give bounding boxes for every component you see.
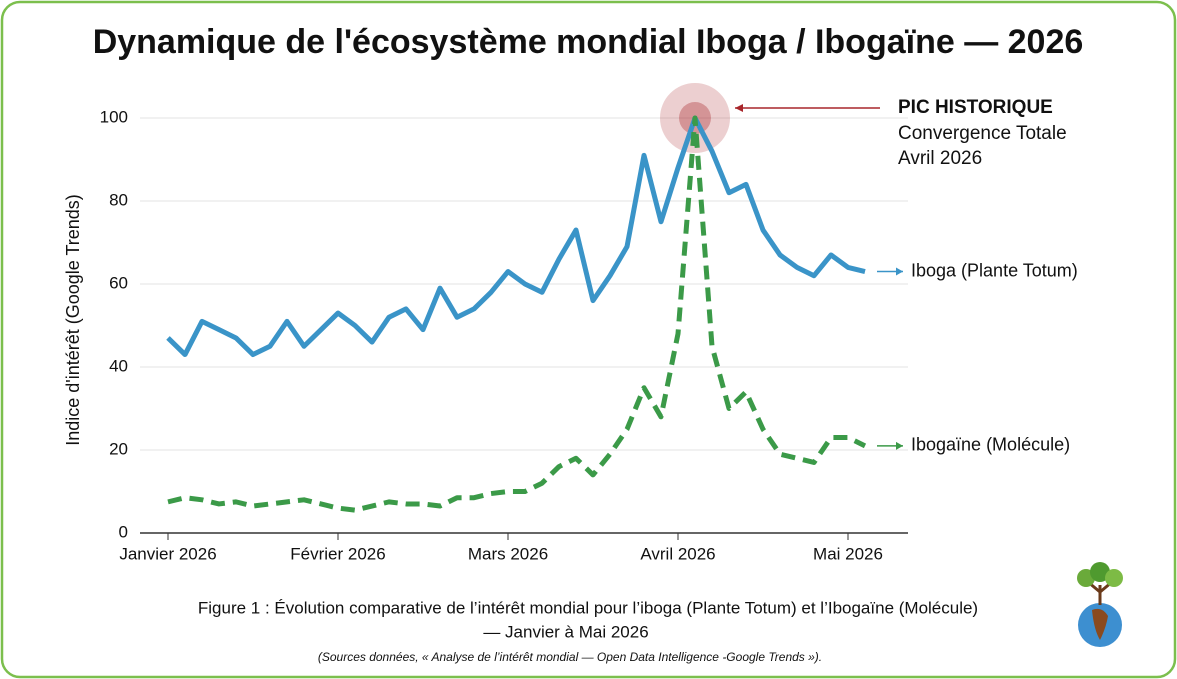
caption-line: Figure 1 : Évolution comparative de l’in… [198, 598, 978, 617]
source: (Sources données, « Analyse de l’intérêt… [318, 650, 822, 664]
annotation-line: Convergence Totale [898, 123, 1067, 144]
page: Dynamique de l'écosystème mondial Iboga … [0, 0, 1177, 679]
x-tick-label: Mars 2026 [468, 544, 548, 563]
y-tick-label: 40 [109, 356, 128, 375]
chart: Dynamique de l'écosystème mondial Iboga … [0, 0, 1177, 679]
y-tick-label: 0 [119, 522, 128, 541]
annotation-title: PIC HISTORIQUE [898, 97, 1053, 118]
y-tick-label: 60 [109, 273, 128, 292]
x-tick-label: Février 2026 [290, 544, 385, 563]
y-axis-label: Indice d'intérêt (Google Trends) [63, 194, 83, 446]
caption-line: — Janvier à Mai 2026 [483, 622, 648, 641]
legend-label: Ibogaïne (Molécule) [911, 435, 1070, 455]
x-tick-label: Avril 2026 [640, 544, 715, 563]
x-tick-label: Janvier 2026 [119, 544, 216, 563]
annotation-line: Avril 2026 [898, 148, 982, 169]
y-tick-label: 20 [109, 439, 128, 458]
x-tick-label: Mai 2026 [813, 544, 883, 563]
y-tick-label: 100 [100, 107, 128, 126]
legend-label: Iboga (Plante Totum) [911, 260, 1078, 280]
chart-title: Dynamique de l'écosystème mondial Iboga … [93, 23, 1084, 61]
y-tick-label: 80 [109, 190, 128, 209]
